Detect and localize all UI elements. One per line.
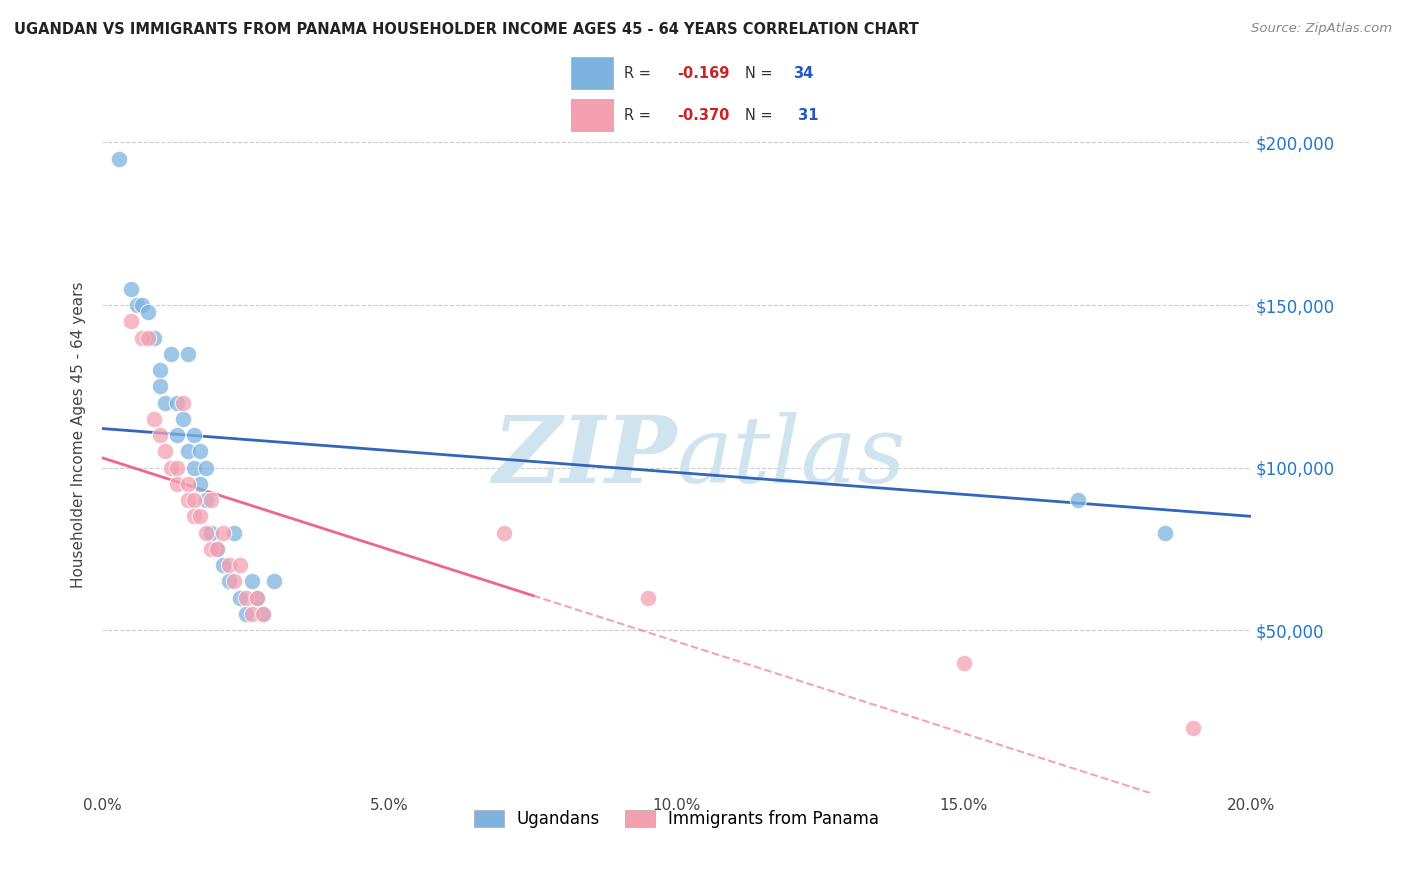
Point bbox=[183, 428, 205, 442]
Point bbox=[235, 591, 257, 605]
Point bbox=[218, 574, 240, 589]
Point bbox=[183, 460, 205, 475]
Point bbox=[172, 411, 194, 425]
Text: UGANDAN VS IMMIGRANTS FROM PANAMA HOUSEHOLDER INCOME AGES 45 - 64 YEARS CORRELAT: UGANDAN VS IMMIGRANTS FROM PANAMA HOUSEH… bbox=[14, 22, 920, 37]
Point bbox=[224, 525, 246, 540]
Point bbox=[229, 591, 252, 605]
Point bbox=[494, 525, 516, 540]
Point bbox=[211, 525, 233, 540]
Point bbox=[131, 330, 153, 344]
Point bbox=[177, 493, 200, 508]
Point bbox=[120, 282, 142, 296]
Point bbox=[211, 558, 233, 573]
Point bbox=[637, 591, 659, 605]
Point bbox=[246, 591, 269, 605]
Point bbox=[155, 395, 177, 409]
Point bbox=[1153, 525, 1175, 540]
Point bbox=[177, 347, 200, 361]
Point bbox=[160, 460, 183, 475]
Text: -0.169: -0.169 bbox=[678, 66, 730, 80]
Point bbox=[142, 330, 165, 344]
Point bbox=[194, 493, 217, 508]
Point bbox=[200, 525, 222, 540]
Text: Source: ZipAtlas.com: Source: ZipAtlas.com bbox=[1251, 22, 1392, 36]
Point bbox=[172, 395, 194, 409]
Point bbox=[205, 541, 228, 556]
Point bbox=[149, 363, 172, 377]
Point bbox=[205, 541, 228, 556]
Point bbox=[166, 395, 188, 409]
Point bbox=[240, 574, 263, 589]
Text: R =: R = bbox=[624, 108, 657, 122]
Point bbox=[120, 314, 142, 328]
Point bbox=[1182, 721, 1205, 735]
Point bbox=[166, 460, 188, 475]
Point bbox=[136, 330, 159, 344]
Text: ZIP: ZIP bbox=[492, 411, 676, 501]
Y-axis label: Householder Income Ages 45 - 64 years: Householder Income Ages 45 - 64 years bbox=[72, 282, 86, 589]
Point bbox=[155, 444, 177, 458]
Point bbox=[188, 444, 211, 458]
Point bbox=[177, 476, 200, 491]
Point bbox=[188, 509, 211, 524]
Point bbox=[183, 493, 205, 508]
Point bbox=[218, 558, 240, 573]
Point bbox=[240, 607, 263, 621]
Point bbox=[229, 558, 252, 573]
Text: 31: 31 bbox=[793, 108, 818, 122]
Point bbox=[125, 298, 148, 312]
Point bbox=[246, 591, 269, 605]
Point bbox=[188, 476, 211, 491]
Text: N =: N = bbox=[745, 108, 778, 122]
FancyBboxPatch shape bbox=[571, 57, 613, 89]
Point bbox=[1067, 493, 1090, 508]
Text: 34: 34 bbox=[793, 66, 813, 80]
Point bbox=[200, 541, 222, 556]
Text: atlas: atlas bbox=[676, 411, 905, 501]
Text: N =: N = bbox=[745, 66, 778, 80]
Legend: Ugandans, Immigrants from Panama: Ugandans, Immigrants from Panama bbox=[467, 803, 886, 834]
Point bbox=[252, 607, 274, 621]
Point bbox=[194, 525, 217, 540]
Text: R =: R = bbox=[624, 66, 657, 80]
Point bbox=[235, 607, 257, 621]
Point bbox=[131, 298, 153, 312]
Point bbox=[194, 460, 217, 475]
Point bbox=[136, 304, 159, 318]
Point bbox=[166, 428, 188, 442]
Point bbox=[142, 411, 165, 425]
Point bbox=[149, 379, 172, 393]
FancyBboxPatch shape bbox=[571, 99, 613, 131]
Point bbox=[149, 428, 172, 442]
Point bbox=[177, 444, 200, 458]
Point bbox=[224, 574, 246, 589]
Point bbox=[263, 574, 285, 589]
Point bbox=[252, 607, 274, 621]
Point bbox=[160, 347, 183, 361]
Text: -0.370: -0.370 bbox=[678, 108, 730, 122]
Point bbox=[108, 152, 131, 166]
Point bbox=[166, 476, 188, 491]
Point bbox=[183, 509, 205, 524]
Point bbox=[952, 656, 974, 670]
Point bbox=[200, 493, 222, 508]
